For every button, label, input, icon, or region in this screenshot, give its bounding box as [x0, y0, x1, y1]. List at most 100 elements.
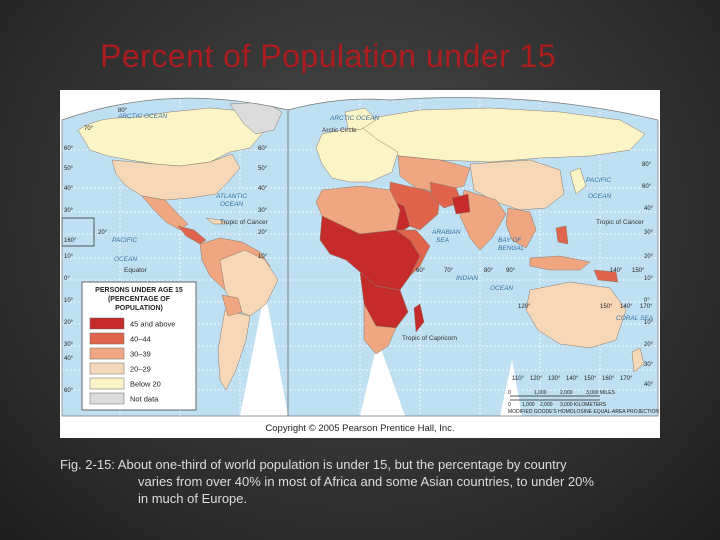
arctic-ocean-label: ARCTIC OCEAN: [117, 113, 167, 120]
legend-swatch: [89, 362, 125, 375]
scale-miles-1000: 1,000: [534, 390, 547, 396]
legend-title-2: (PERCENTAGE OF: [108, 296, 171, 303]
lat-left-10: 10°: [64, 254, 74, 260]
pacific-ocean-w-label: PACIFIC: [112, 237, 137, 244]
legend-swatch: [89, 317, 125, 330]
map-legend: PERSONS UNDER AGE 15 (PERCENTAGE OF POPU…: [81, 281, 197, 411]
equator-label: Equator: [124, 267, 148, 274]
legend-swatch: [89, 347, 125, 360]
lat-left-40: 40°: [64, 186, 74, 192]
scale-miles-0: 0: [508, 390, 511, 396]
projection-interruptions: [240, 290, 522, 416]
lon-bot-150: 150°: [584, 376, 597, 382]
bay-of-bengal-label-2: BENGAL: [498, 245, 525, 252]
legend-swatch: [89, 332, 125, 345]
lon-bot-120: 120°: [530, 376, 543, 382]
lat-left-50: 50°: [64, 166, 74, 172]
atlantic-ocean-label-2: OCEAN: [220, 201, 243, 208]
lat-mid-50: 50°: [258, 166, 268, 172]
eastern-hemisphere: [315, 107, 646, 373]
lat-right-s20: 20°: [644, 342, 654, 348]
lon-bot-160: 160°: [602, 376, 615, 382]
scale-bar: 0 1,000 2,000 3,000 MILES 0 1,000 2,000 …: [508, 390, 659, 415]
lat-left-s60: 60°: [64, 388, 74, 394]
lat-left-s10: 10°: [64, 298, 74, 304]
lat-right-0: 0°: [644, 298, 650, 304]
lon-oce-150: 150°: [600, 304, 613, 310]
lat-right-80: 80°: [642, 162, 652, 168]
legend-swatch: [89, 392, 125, 405]
lat-left-s30: 30°: [64, 342, 74, 348]
lat-left-s40: 40°: [64, 356, 74, 362]
americas: [77, 101, 283, 391]
scale-km-0: 0: [508, 402, 511, 408]
arctic-circle-label: Arctic Circle: [322, 127, 357, 134]
legend-label: 40–44: [130, 335, 151, 344]
legend-label: Below 20: [130, 380, 161, 389]
projection-label: MODIFIED GOODE'S HOMOLOSINE EQUAL-AREA P…: [508, 409, 659, 415]
lat-right-40: 40°: [644, 206, 654, 212]
caption-line-1: Fig. 2-15: About one-third of world popu…: [60, 457, 567, 472]
arabian-sea-label: ARABIAN: [431, 229, 461, 236]
lon-asia-90: 90°: [506, 268, 516, 274]
lon-asia-60: 60°: [416, 268, 426, 274]
legend-label: 45 and above: [130, 320, 175, 329]
lon-asia-140: 140°: [610, 268, 623, 274]
population-map: ARCTIC OCEAN ARCTIC OCEAN ATLANTIC OCEAN…: [61, 96, 659, 417]
indian-ocean-label: INDIAN: [456, 275, 478, 282]
lat-left-60: 60°: [64, 146, 74, 152]
lat-left-70: 70°: [84, 126, 94, 132]
lon-oce-140: 140°: [620, 304, 633, 310]
lat-mid-10: 10°: [258, 254, 268, 260]
scale-miles-3000: 3,000 MILES: [586, 390, 616, 396]
lat-right-20: 20°: [644, 254, 654, 260]
lon-oce-170: 170°: [640, 304, 653, 310]
legend-label: Not data: [130, 395, 159, 404]
lobe-outline-east: [287, 97, 659, 417]
lat-left-s20: 20°: [64, 320, 74, 326]
lat-mid-20: 20°: [258, 230, 268, 236]
atlantic-ocean-label: ATLANTIC: [215, 193, 247, 200]
lat-right-s10: 10°: [644, 320, 654, 326]
lat-mid-60: 60°: [258, 146, 268, 152]
scale-km-2000: 2,000: [540, 402, 553, 408]
pacific-ocean-w-label-2: OCEAN: [114, 256, 137, 263]
lon-bot-170: 170°: [620, 376, 633, 382]
lat-right-s40: 40°: [644, 382, 654, 388]
slide-title: Percent of Population under 15: [100, 38, 557, 74]
figure-caption: Fig. 2-15: About one-third of world popu…: [60, 456, 680, 507]
indian-ocean-label-2: OCEAN: [490, 285, 513, 292]
arabian-sea-label-2: SEA: [436, 237, 449, 244]
tropic-cancer-label-1: Tropic of Cancer: [220, 219, 269, 226]
lon-asia-80: 80°: [484, 268, 494, 274]
lon-bot-130: 130°: [548, 376, 561, 382]
inset-longitude-label: 160°: [64, 238, 77, 244]
legend-title-1: PERSONS UNDER AGE 15: [95, 287, 183, 294]
tropic-capricorn-label: Tropic of Capricorn: [402, 335, 457, 342]
world-map-figure: ARCTIC OCEAN ARCTIC OCEAN ATLANTIC OCEAN…: [60, 90, 660, 438]
lat-left-30: 30°: [64, 208, 74, 214]
lat-right-60: 60°: [642, 184, 652, 190]
lon-oce-120: 120°: [518, 304, 531, 310]
bay-of-bengal-label: BAY OF: [498, 237, 522, 244]
scale-miles-2000: 2,000: [560, 390, 573, 396]
coral-sea-label: CORAL SEA: [616, 315, 653, 322]
lat-label-top: 80°: [118, 108, 128, 114]
lon-asia-150: 150°: [632, 268, 645, 274]
pacific-ocean-e-label-2: OCEAN: [588, 193, 611, 200]
legend-swatches: 45 and above 40–44 30–39 20–29 Below 20 Not d…: [89, 317, 175, 405]
caption-line-2: varies from over 40% in most of Africa a…: [138, 474, 594, 489]
lat-left-0: 0°: [64, 276, 70, 282]
lat-right-s30: 30°: [644, 362, 654, 368]
legend-label: 20–29: [130, 365, 151, 374]
lat-right-10: 10°: [644, 276, 654, 282]
lat-mid-40: 40°: [258, 186, 268, 192]
lat-mid-30: 30°: [258, 208, 268, 214]
scale-km-3000: 3,000 KILOMETERS: [560, 402, 607, 408]
lon-bot-110: 110°: [512, 376, 525, 382]
scale-km-1000: 1,000: [522, 402, 535, 408]
legend-swatch: [89, 377, 125, 390]
caption-line-3: in much of Europe.: [138, 491, 248, 506]
lon-bot-140: 140°: [566, 376, 579, 382]
pacific-ocean-e-label: PACIFIC: [586, 177, 611, 184]
